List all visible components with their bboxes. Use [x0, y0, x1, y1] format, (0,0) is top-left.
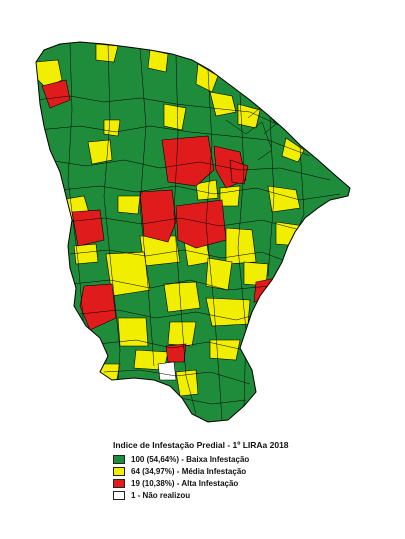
municipio-media: [237, 103, 261, 129]
municipio-media: [117, 195, 141, 215]
municipio-media: [73, 243, 99, 265]
legend-label-media: 64 (34,97%) - Média Infestação: [131, 466, 247, 476]
municipio-media: [105, 251, 151, 297]
municipio-media: [195, 63, 219, 93]
municipio-media: [209, 339, 241, 361]
municipio-media: [225, 227, 257, 265]
nao-realizou-regions: [157, 361, 177, 381]
municipio-alta: [139, 189, 177, 243]
legend-swatch-media: [113, 466, 125, 476]
legend-item-alta: 19 (10,38%) - Alta Infestação: [113, 477, 373, 489]
municipal-boundaries: [36, 43, 341, 421]
media-infestacao-regions: [36, 43, 305, 397]
municipio-media: [167, 321, 197, 347]
municipio-alta: [71, 209, 105, 247]
municipio-media: [87, 139, 113, 165]
municipio-alta: [161, 135, 215, 187]
municipio-media: [147, 49, 169, 73]
municipio-media: [163, 103, 187, 131]
municipio-media: [117, 317, 149, 347]
legend-swatch-nao-realizou: [113, 490, 125, 500]
municipio-media: [267, 185, 301, 213]
municipio-media: [281, 137, 305, 163]
municipio-media: [219, 185, 241, 207]
legend-swatch-baixa: [113, 454, 125, 464]
municipio-media: [103, 119, 121, 137]
legend-label-nao-realizou: 1 - Não realizou: [131, 490, 191, 500]
municipio-alta: [175, 199, 227, 249]
municipio-alta: [79, 283, 117, 331]
municipio-media: [175, 369, 199, 397]
municipio-alta: [165, 343, 187, 363]
map-legend: Indice de Infestação Predial - 1º LIRAa …: [113, 440, 373, 501]
legend-label-alta: 19 (10,38%) - Alta Infestação: [131, 478, 239, 488]
municipio-media: [163, 281, 201, 313]
legend-swatch-alta: [113, 478, 125, 488]
municipio-media: [139, 235, 181, 267]
legend-label-baixa: 100 (54,64%) - Baixa Infestação: [131, 454, 250, 464]
legend-title: Indice de Infestação Predial - 1º LIRAa …: [113, 440, 289, 450]
legend-item-nao-realizou: 1 - Não realizou: [113, 489, 373, 501]
municipio-nao-realizou: [157, 361, 177, 381]
municipio-alta: [41, 79, 71, 109]
municipio-media: [95, 43, 119, 63]
ceara-infestation-map: [35, 41, 351, 423]
legend-item-baixa: 100 (54,64%) - Baixa Infestação: [113, 453, 373, 465]
legend-item-media: 64 (34,97%) - Média Infestação: [113, 465, 373, 477]
state-outline: [35, 41, 351, 423]
